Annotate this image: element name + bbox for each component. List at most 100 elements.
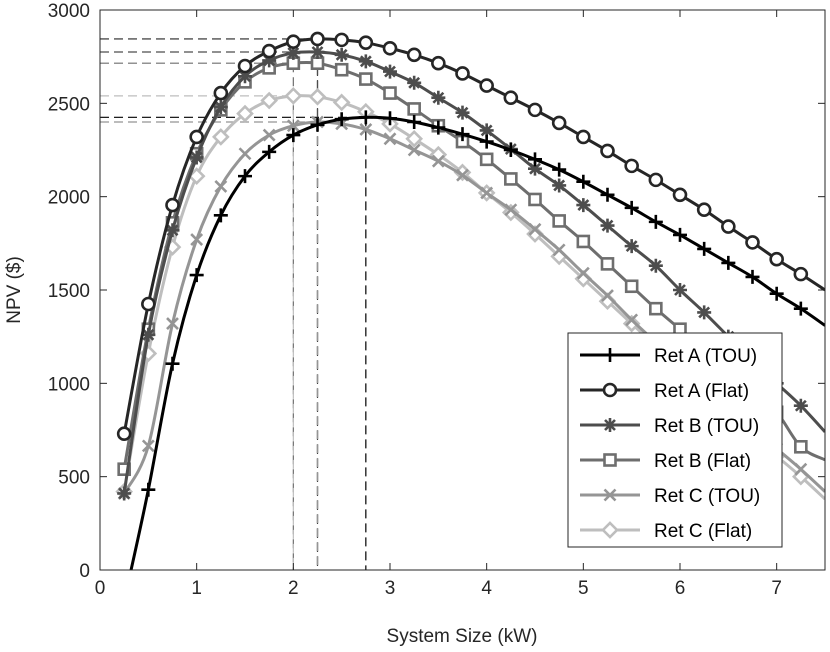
data-point-ret-a-flat xyxy=(721,219,736,234)
legend-label: Ret C (TOU) xyxy=(654,486,760,507)
x-tick-label: 3 xyxy=(385,578,396,599)
data-point-ret-a-tou xyxy=(745,269,760,284)
data-point-ret-c-flat xyxy=(236,104,254,123)
data-point-ret-a-tou xyxy=(697,241,712,256)
x-tick-label: 2 xyxy=(288,578,299,599)
data-point-ret-c-tou xyxy=(383,132,397,146)
data-point-ret-a-flat xyxy=(648,172,664,188)
data-point-ret-c-tou xyxy=(528,222,542,236)
data-point-ret-a-tou xyxy=(769,286,784,301)
data-point-ret-c-flat xyxy=(332,93,351,112)
data-point-ret-a-tou xyxy=(721,255,736,270)
reference-lines xyxy=(100,38,367,570)
data-point-ret-b-flat xyxy=(552,214,566,228)
data-point-ret-a-flat xyxy=(334,32,349,48)
data-point-ret-c-tou xyxy=(190,233,204,247)
data-point-ret-b-tou xyxy=(552,178,567,193)
data-point-ret-b-tou xyxy=(262,53,277,68)
data-point-ret-a-flat xyxy=(479,78,494,93)
legend-marker-ret-c-flat xyxy=(601,521,619,539)
y-tick-label: 3000 xyxy=(48,1,90,22)
data-point-ret-c-flat xyxy=(622,314,641,333)
data-point-ret-b-tou xyxy=(697,305,712,320)
data-point-ret-c-flat xyxy=(405,129,424,148)
x-tick-label: 1 xyxy=(191,578,202,599)
data-point-ret-c-tou xyxy=(794,462,808,476)
y-tick-label: 500 xyxy=(58,468,90,489)
data-point-ret-b-tou xyxy=(600,218,615,233)
data-point-ret-b-tou xyxy=(213,100,228,115)
data-point-ret-b-flat xyxy=(479,152,494,167)
data-point-ret-a-flat xyxy=(672,187,688,203)
data-point-ret-b-flat xyxy=(334,62,349,77)
data-point-ret-a-tou xyxy=(503,143,518,157)
data-point-ret-a-tou xyxy=(479,134,494,149)
data-point-ret-a-flat xyxy=(745,235,760,250)
data-point-ret-b-tou xyxy=(117,486,132,501)
data-point-ret-a-flat xyxy=(793,266,809,282)
data-point-ret-b-tou xyxy=(358,54,373,69)
data-point-ret-b-tou xyxy=(310,45,325,59)
data-point-ret-b-flat xyxy=(576,234,591,249)
data-point-ret-c-tou xyxy=(141,439,155,453)
data-point-ret-b-tou xyxy=(141,327,156,342)
y-tick-label: 1000 xyxy=(48,374,90,395)
series-ret-a-flat xyxy=(116,31,825,442)
legend-label: Ret B (TOU) xyxy=(654,416,759,437)
data-point-ret-c-flat xyxy=(260,91,279,110)
data-point-ret-b-tou xyxy=(407,75,422,90)
x-tick-label: 7 xyxy=(771,578,782,599)
legend-entry-ret-a-tou: Ret A (TOU) xyxy=(580,346,757,367)
data-point-ret-c-tou xyxy=(166,317,179,331)
y-tick-label: 2500 xyxy=(48,94,90,115)
data-point-ret-b-flat xyxy=(310,56,325,71)
legend-label: Ret B (Flat) xyxy=(654,451,751,472)
data-point-ret-a-tou xyxy=(262,144,277,159)
y-tick-label: 1500 xyxy=(48,281,90,302)
data-point-ret-a-flat xyxy=(358,35,374,50)
legend-marker-ret-b-flat xyxy=(603,453,617,467)
data-point-ret-a-flat xyxy=(600,143,615,159)
data-point-ret-c-tou xyxy=(286,119,300,133)
data-point-ret-b-tou xyxy=(238,69,252,84)
data-point-ret-a-flat xyxy=(455,66,470,81)
data-point-ret-c-flat xyxy=(211,128,230,146)
legend-marker-ret-a-tou xyxy=(603,348,617,362)
data-point-ret-a-tou xyxy=(141,482,156,497)
data-point-ret-a-tou xyxy=(213,208,228,223)
legend: Ret A (TOU) Ret A (Flat) Ret B (TOU) Ret B … xyxy=(567,332,783,548)
data-point-ret-a-flat xyxy=(624,158,639,174)
data-point-ret-a-flat xyxy=(503,90,519,106)
data-point-ret-b-tou xyxy=(431,90,446,105)
data-point-ret-b-flat xyxy=(624,279,639,294)
data-point-ret-a-flat xyxy=(551,115,567,131)
data-point-ret-a-flat xyxy=(141,296,156,312)
data-point-ret-a-tou xyxy=(189,268,204,283)
data-point-ret-b-flat xyxy=(504,172,518,186)
data-point-ret-c-tou xyxy=(456,168,469,182)
data-point-ret-c-tou xyxy=(262,128,276,142)
data-point-ret-a-tou xyxy=(576,174,591,189)
data-point-ret-c-tou xyxy=(359,123,373,136)
data-point-ret-a-tou xyxy=(310,117,325,132)
data-point-ret-a-tou xyxy=(165,356,180,371)
series-ret-b-tou xyxy=(117,45,825,501)
data-point-ret-c-flat xyxy=(308,87,327,106)
data-point-ret-c-tou xyxy=(480,186,494,200)
data-point-ret-c-tou xyxy=(238,147,252,161)
legend-label: Ret A (Flat) xyxy=(654,381,749,402)
x-tick-label: 6 xyxy=(675,578,686,599)
axes: 0 1 2 3 4 5 6 7 0 500 1000 1500 2000 2500 3000 xyxy=(48,1,825,599)
data-point-ret-c-tou xyxy=(504,203,518,217)
data-point-ret-c-tou xyxy=(407,143,421,157)
legend-entry-ret-b-flat: Ret B (Flat) xyxy=(580,451,751,472)
data-point-ret-c-flat xyxy=(501,203,520,222)
data-point-ret-a-flat xyxy=(406,47,422,63)
data-point-ret-b-tou xyxy=(383,64,397,79)
data-point-ret-b-flat xyxy=(600,257,615,271)
data-point-ret-a-tou xyxy=(673,227,687,242)
data-point-ret-c-tou xyxy=(552,243,566,257)
data-point-ret-b-tou xyxy=(455,105,470,120)
data-point-ret-a-tou xyxy=(552,162,567,177)
